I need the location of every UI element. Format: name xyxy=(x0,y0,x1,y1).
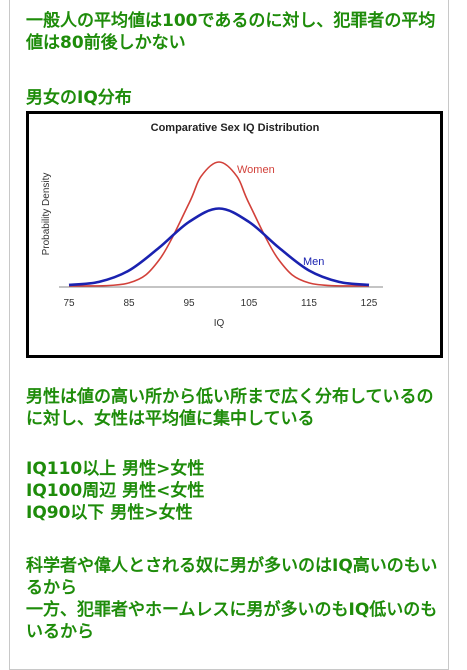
chart-title: Comparative Sex IQ Distribution xyxy=(151,122,320,134)
y-axis-label: Probability Density xyxy=(41,173,52,256)
series-line-men xyxy=(68,207,370,287)
x-tick-label: 95 xyxy=(183,298,195,309)
conclusion-line: 科学者や偉人とされる奴に男が多いのはIQ高いのもいるから xyxy=(26,556,438,598)
iq-distribution-chart: Comparative Sex IQ Distribution 75 85 95 105… xyxy=(41,122,383,329)
comparison-line: IQ90以下 男性>女性 xyxy=(26,503,193,523)
distribution-heading: 男女のIQ分布 xyxy=(26,88,132,108)
conclusion-line: 一方、犯罪者やホームレスに男が多いのもIQ低いのもいるから xyxy=(26,600,438,642)
x-tick-label: 115 xyxy=(301,298,317,309)
series-label-men: Men xyxy=(303,256,324,268)
comparison-list: IQ110以上 男性>女性 IQ100周辺 男性<女性 IQ90以下 男性>女性 xyxy=(26,458,446,524)
series-label-women: Women xyxy=(237,164,275,176)
x-tick-label: 125 xyxy=(361,298,378,309)
spread-text: 男性は値の高い所から低い所まで広く分布しているのに対し、女性は平均値に集中してい… xyxy=(26,387,434,429)
conclusion-block: 科学者や偉人とされる奴に男が多いのはIQ高いのもいるから 一方、犯罪者やホームレ… xyxy=(26,555,446,643)
series-line-women xyxy=(68,161,370,287)
comparison-line: IQ110以上 男性>女性 xyxy=(26,459,205,479)
x-tick-label: 85 xyxy=(123,298,135,309)
intro-text: 一般人の平均値は100であるのに対し、犯罪者の平均値は80前後しかない xyxy=(26,11,436,53)
x-tick-label: 75 xyxy=(63,298,75,309)
x-tick-label: 105 xyxy=(241,298,258,309)
chart-image: Comparative Sex IQ Distribution 75 85 95 105… xyxy=(26,111,443,358)
x-axis-label: IQ xyxy=(214,318,225,329)
comparison-line: IQ100周辺 男性<女性 xyxy=(26,481,205,501)
